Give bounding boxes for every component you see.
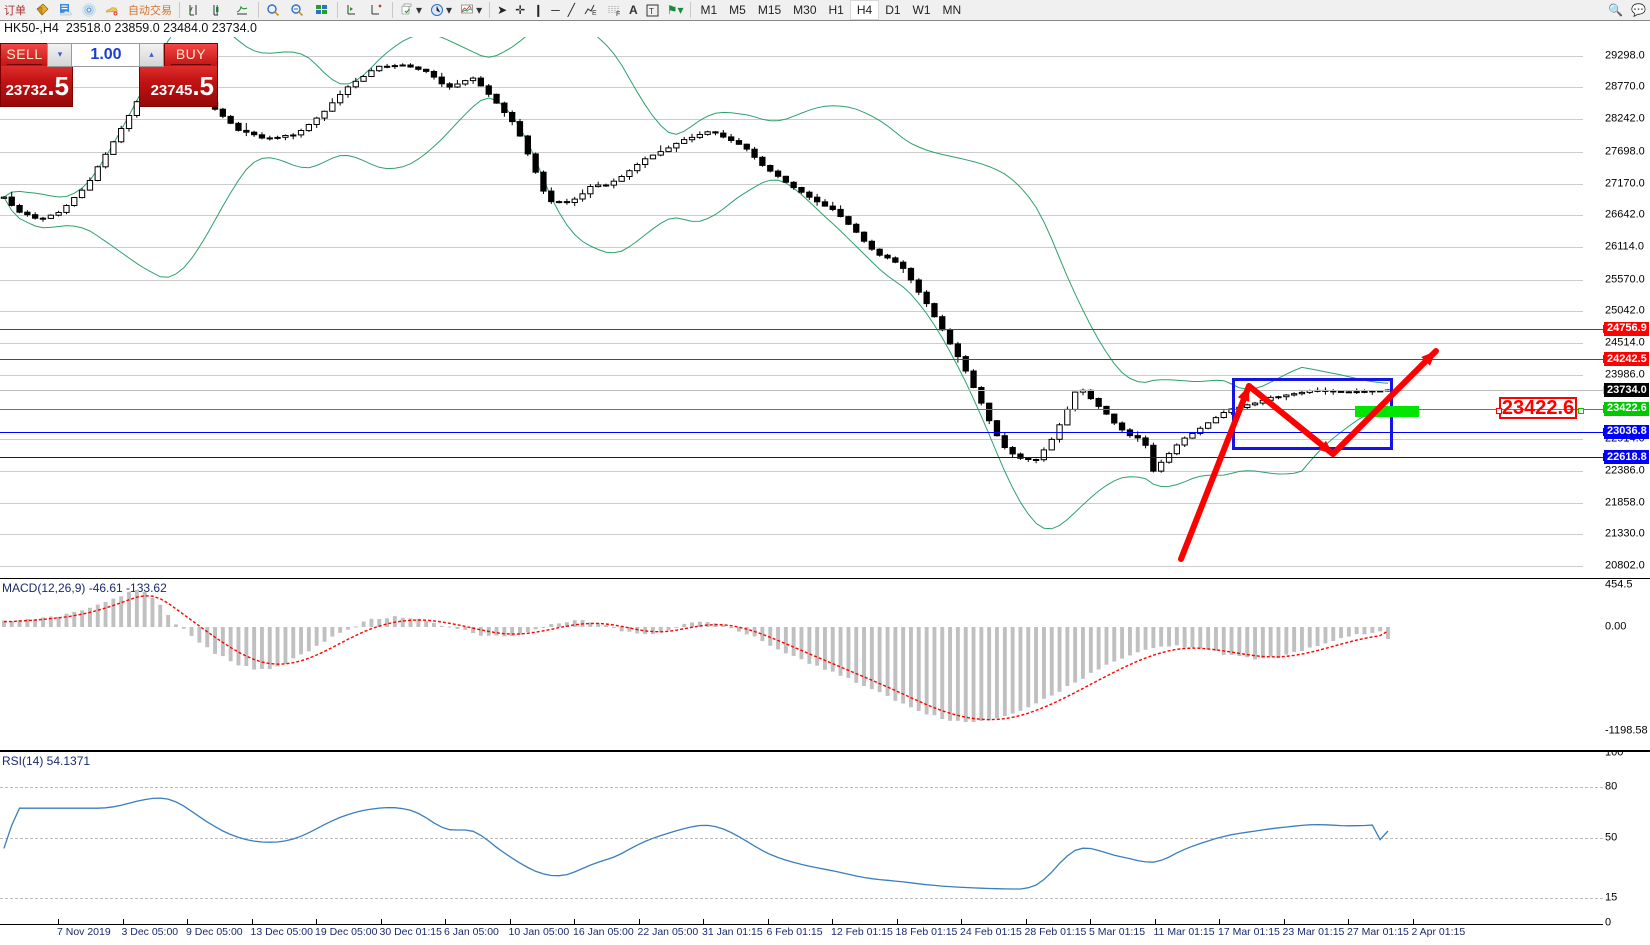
svg-text:T: T — [649, 7, 654, 16]
svg-text:F: F — [616, 11, 620, 17]
svg-text:E: E — [592, 10, 597, 17]
